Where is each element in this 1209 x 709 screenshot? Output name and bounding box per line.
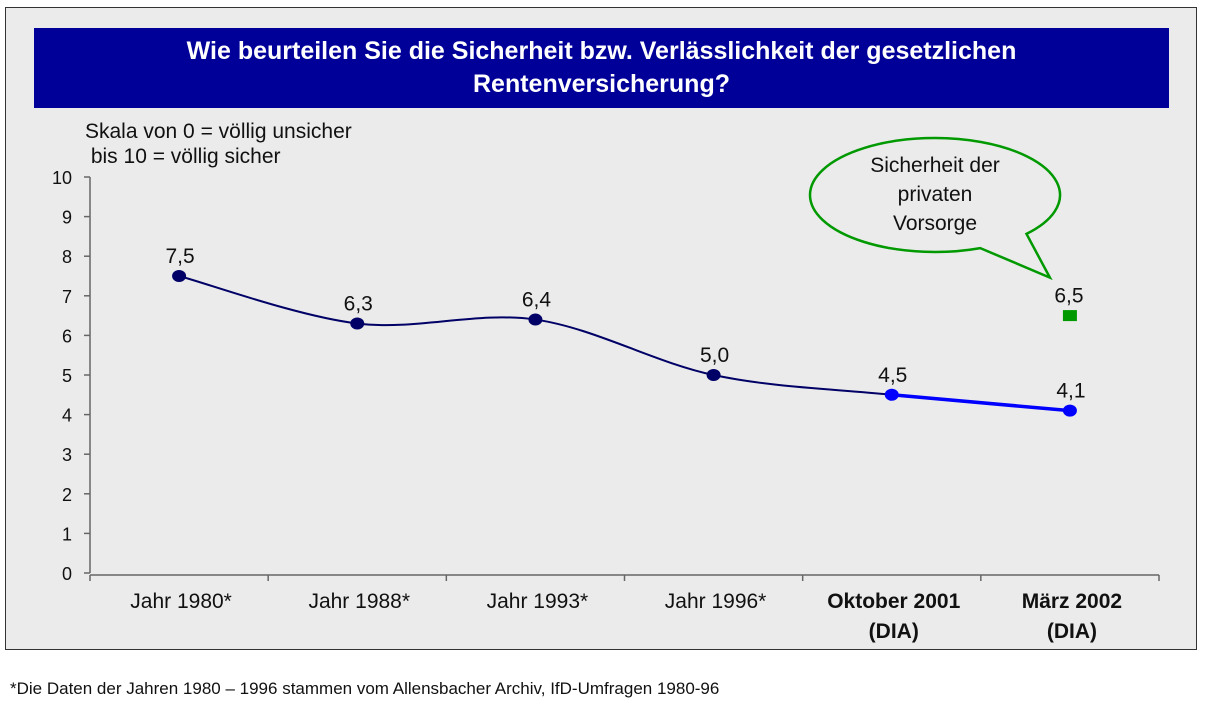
data-label: 7,5 <box>165 245 194 268</box>
data-label: 5,0 <box>700 344 729 367</box>
callout-line3: Vorsorge <box>893 212 977 235</box>
x-category-label: (DIA) <box>869 620 919 643</box>
data-point <box>528 313 543 326</box>
scale-note-line1: Skala von 0 = völlig unsicher <box>85 120 352 143</box>
data-point <box>706 369 721 381</box>
speech-bubble-shape <box>808 136 1062 281</box>
y-tick-label: 7 <box>62 287 72 307</box>
y-tick-label: 4 <box>62 406 72 426</box>
x-category-label: Jahr 1996* <box>665 590 767 613</box>
y-tick-label: 10 <box>52 168 72 188</box>
chart-title-line2: Rentenversicherung? <box>472 70 730 98</box>
private-provision-label: 6,5 <box>1054 285 1083 308</box>
data-point <box>1062 404 1077 417</box>
data-label: 6,4 <box>522 289 552 312</box>
x-category-label: Jahr 1988* <box>308 590 410 613</box>
y-tick-label: 6 <box>62 326 72 346</box>
speech-bubble-callout: Sicherheit der privaten Vorsorge <box>808 136 1062 281</box>
data-point <box>172 270 187 282</box>
y-tick-label: 8 <box>62 247 72 267</box>
y-tick-label: 1 <box>62 524 72 544</box>
axes: 0 1 2 3 4 5 6 7 8 9 10 Jahr 1980* Jahr 1988* Jahr 199… <box>52 168 1160 643</box>
data-point <box>350 317 365 330</box>
scale-note-line2: bis 10 = völlig sicher <box>85 145 281 168</box>
y-tick-label: 0 <box>62 564 72 584</box>
y-tick-label: 3 <box>62 445 72 465</box>
x-category-label: (DIA) <box>1047 620 1097 643</box>
x-category-label: Oktober 2001 <box>827 590 960 613</box>
data-label: 6,3 <box>344 293 373 316</box>
chart-title-line1: Wie beurteilen Sie die Sicherheit bzw. V… <box>186 37 1017 65</box>
data-label: 4,5 <box>878 364 907 387</box>
y-tick-label: 5 <box>62 366 72 386</box>
chart-frame <box>5 7 1197 650</box>
x-category-label: Jahr 1993* <box>487 590 589 613</box>
x-category-label: März 2002 <box>1022 590 1122 613</box>
callout-line2: privaten <box>898 183 973 206</box>
data-label: 4,1 <box>1056 380 1085 403</box>
x-category-label: Jahr 1980* <box>130 590 232 613</box>
series-line-dia <box>891 393 1071 413</box>
data-series: 7,5 6,3 6,4 5,0 4,5 4,1 6,5 <box>165 245 1086 417</box>
y-tick-label: 2 <box>62 485 72 505</box>
y-tick-label: 9 <box>62 208 72 228</box>
callout-line1: Sicherheit der <box>870 154 1000 177</box>
data-point <box>884 388 899 401</box>
chart-title: Wie beurteilen Sie die Sicherheit bzw. V… <box>34 28 1169 108</box>
private-provision-marker <box>1062 310 1077 322</box>
footnote: *Die Daten der Jahren 1980 – 1996 stamme… <box>10 679 720 698</box>
